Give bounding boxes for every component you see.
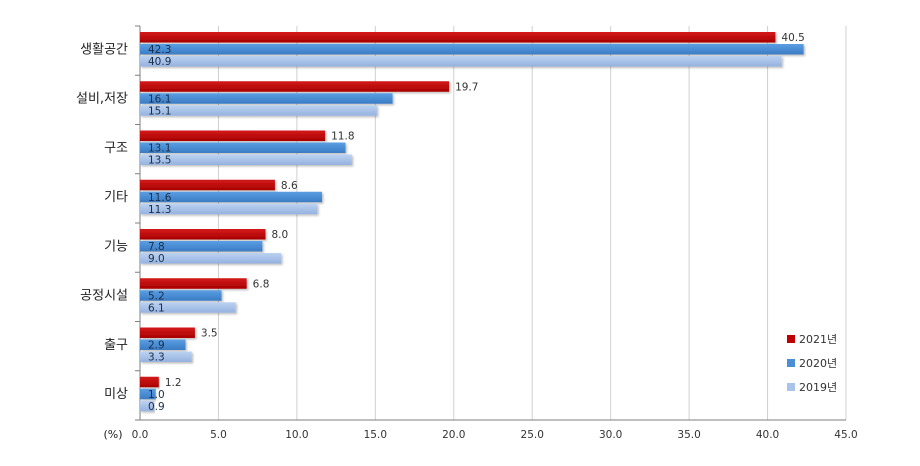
bar: [140, 179, 275, 191]
data-label: 16.1: [148, 93, 171, 105]
bar: [140, 241, 263, 252]
data-label: 6.1: [148, 302, 165, 314]
x-tick-label: 0.0: [132, 429, 149, 441]
legend-swatch: [787, 383, 795, 391]
data-label: 1.2: [165, 377, 182, 389]
bar: [140, 290, 222, 301]
category-label: 생활공간: [80, 42, 128, 57]
data-label: 9.0: [148, 253, 165, 265]
data-label: 1.0: [148, 389, 165, 401]
legend: 2021년 2020년 2019년: [787, 333, 837, 394]
data-label: 19.7: [455, 81, 478, 93]
bar: [140, 351, 192, 362]
bar: [140, 32, 776, 43]
data-label: 5.2: [148, 290, 165, 302]
data-label: 8.0: [272, 229, 289, 241]
data-label: 0.9: [148, 401, 165, 413]
x-tick-label: 30.0: [599, 429, 622, 441]
bars: [140, 32, 804, 412]
category-label: 구조: [104, 141, 128, 156]
bar: [140, 130, 326, 141]
data-label: 2.9: [148, 340, 165, 352]
x-tick-label: 20.0: [442, 429, 465, 441]
bar: [140, 56, 782, 67]
data-label: 3.3: [148, 352, 165, 364]
bar: [140, 203, 318, 215]
bar: [140, 81, 450, 92]
bar: [140, 400, 155, 412]
legend-label: 2019년: [799, 381, 837, 394]
data-label: 3.5: [201, 328, 218, 340]
category-label: 출구: [104, 338, 128, 353]
data-label: 40.5: [781, 32, 804, 44]
x-tick-label: 5.0: [210, 429, 227, 441]
bar: [140, 93, 393, 104]
category-label: 미상: [104, 387, 128, 402]
data-label: 13.5: [148, 155, 171, 167]
data-label: 11.3: [148, 204, 171, 216]
bar: [140, 253, 282, 264]
category-label: 기능: [104, 239, 128, 254]
bar: [140, 327, 195, 338]
bar: [140, 278, 247, 289]
bar: [140, 44, 804, 55]
data-label: 11.8: [331, 131, 354, 143]
legend-label: 2020년: [799, 357, 837, 370]
category-label: 공정시설: [80, 289, 128, 304]
data-label: 7.8: [148, 241, 165, 253]
data-label: 13.1: [148, 143, 171, 155]
category-label: 기타: [104, 190, 128, 205]
legend-label: 2021년: [799, 333, 837, 346]
x-tick-label: 35.0: [677, 429, 700, 441]
bar: [140, 191, 322, 203]
x-tick-label: 10.0: [285, 429, 308, 441]
data-label: 15.1: [148, 105, 171, 117]
data-label: 8.6: [281, 180, 298, 192]
legend-swatch: [787, 359, 795, 367]
bar: [140, 154, 352, 165]
data-label: 42.3: [148, 44, 171, 56]
legend-swatch: [787, 335, 795, 343]
bar: [140, 302, 236, 313]
category-label: 설비,저장: [76, 92, 128, 107]
x-tick-label: 40.0: [756, 429, 779, 441]
data-label: 6.8: [253, 278, 270, 290]
data-label: 40.9: [148, 56, 171, 68]
bar: [140, 142, 346, 153]
labels: 0.0 5.0 10.0 15.0 20.0 25.0 30.0 35.0 40.0 45.0 (%…: [76, 32, 858, 441]
x-tick-label: 45.0: [834, 429, 857, 441]
data-label: 11.6: [148, 192, 172, 204]
bar: [140, 339, 186, 350]
bar: [140, 229, 266, 240]
bar: [140, 105, 377, 116]
x-tick-label: 25.0: [521, 429, 544, 441]
x-tick-label: 15.0: [364, 429, 387, 441]
bar: [140, 388, 156, 400]
bar: [140, 376, 159, 388]
x-unit-label: (%): [103, 428, 122, 441]
